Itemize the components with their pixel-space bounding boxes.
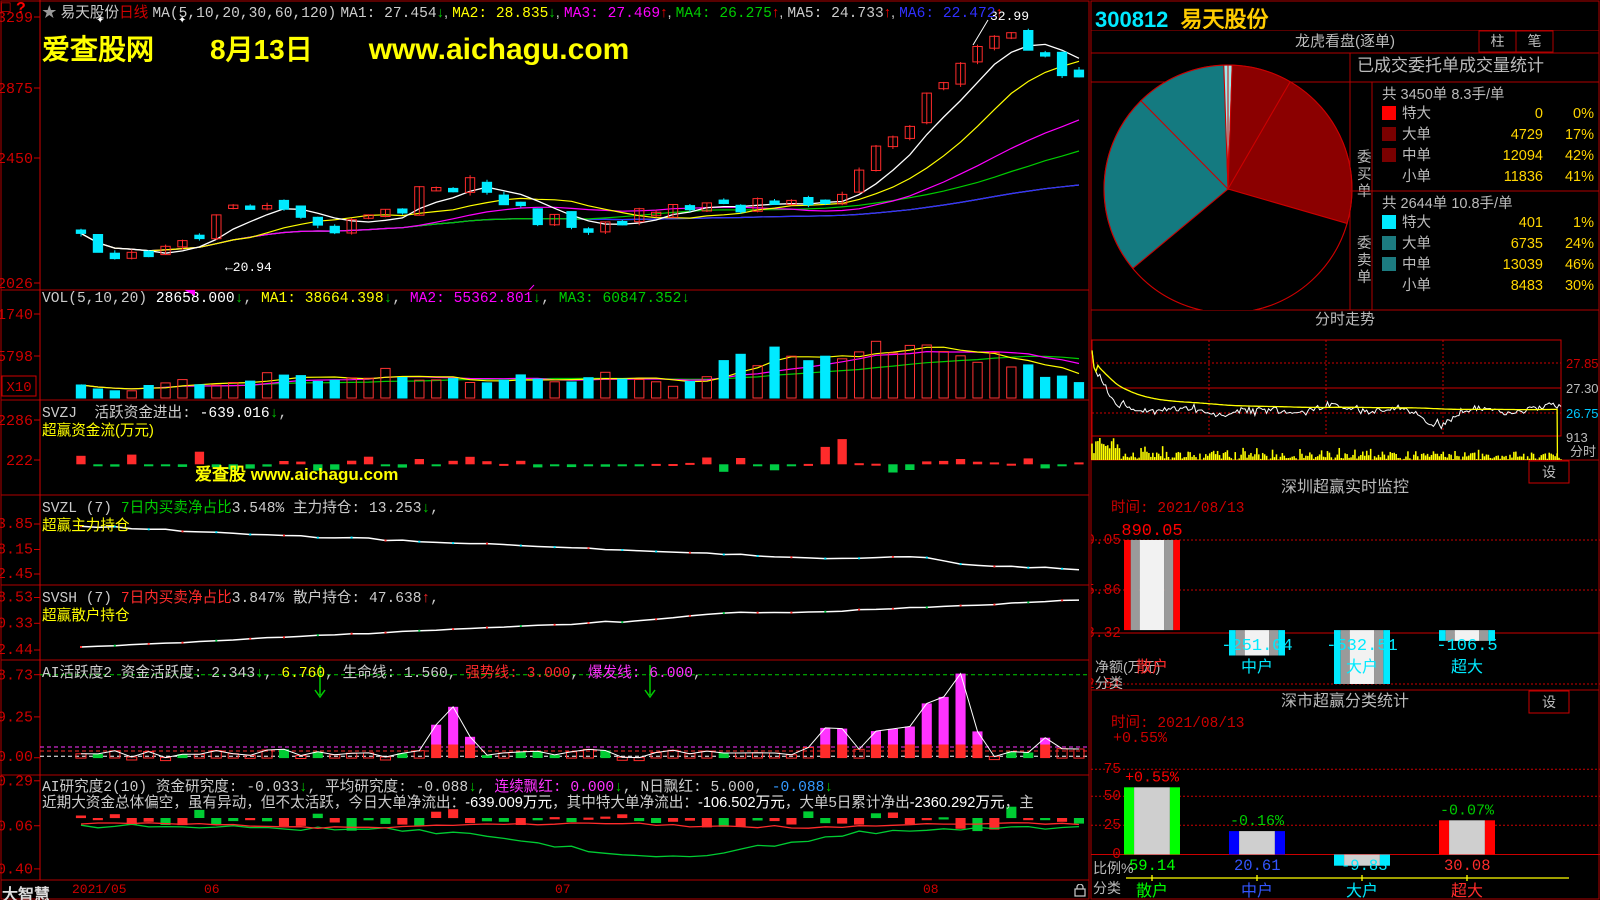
svg-text:+0.55%: +0.55% <box>1125 769 1180 786</box>
svg-text:分时: 分时 <box>1570 444 1596 459</box>
svg-text:委: 委 <box>1357 149 1372 166</box>
svg-text:25: 25 <box>1104 818 1121 834</box>
svg-text:59.14: 59.14 <box>1129 857 1176 875</box>
svg-text:大户: 大户 <box>1346 882 1378 900</box>
svg-text:-532.51: -532.51 <box>1326 637 1397 656</box>
svg-text:卖: 卖 <box>1357 252 1372 269</box>
svg-text:已成交委托单成交量统计: 已成交委托单成交量统计 <box>1357 56 1544 75</box>
svg-text:散户: 散户 <box>1136 882 1168 900</box>
svg-text:共 2644单 10.8手/单: 共 2644单 10.8手/单 <box>1382 195 1513 212</box>
svg-text:6735: 6735 <box>1511 236 1543 252</box>
svg-text:中单: 中单 <box>1402 256 1431 273</box>
svg-text:11836: 11836 <box>1504 169 1543 185</box>
svg-text:222: 222 <box>6 453 33 470</box>
svg-text:46%: 46% <box>1565 257 1594 273</box>
svg-text:40.33: 40.33 <box>0 615 33 632</box>
svg-text:-106.5: -106.5 <box>1436 637 1497 656</box>
svg-text:50: 50 <box>1104 789 1121 805</box>
svg-text:27.30: 27.30 <box>1566 381 1599 396</box>
svg-text:深市超赢分类统计: 深市超赢分类统计 <box>1281 692 1409 710</box>
svg-text:75: 75 <box>1104 762 1121 778</box>
svg-text:48.53: 48.53 <box>0 590 33 607</box>
svg-text:深圳超赢实时监控: 深圳超赢实时监控 <box>1281 478 1409 496</box>
svg-text:26.75: 26.75 <box>1566 406 1599 421</box>
svg-text:-0.06: -0.06 <box>0 818 33 835</box>
svg-text:11740: 11740 <box>0 307 33 324</box>
svg-text:设: 设 <box>1542 464 1556 480</box>
svg-text:5798: 5798 <box>0 349 33 366</box>
svg-text:9.25: 9.25 <box>0 710 33 727</box>
svg-text:共 3450单 8.3手/单: 共 3450单 8.3手/单 <box>1382 86 1505 103</box>
svg-text:特大: 特大 <box>1402 105 1431 122</box>
svg-text:设: 设 <box>1542 694 1556 710</box>
svg-text:-0.07%: -0.07% <box>1440 802 1495 819</box>
svg-text:←20.94: ←20.94 <box>225 260 272 275</box>
svg-text:柱: 柱 <box>1491 33 1505 49</box>
svg-text:13039: 13039 <box>1503 257 1543 273</box>
svg-text:20.61: 20.61 <box>1234 857 1281 875</box>
svg-text:0.29: 0.29 <box>0 775 33 790</box>
svg-text:X10: X10 <box>6 380 31 396</box>
svg-text:2026: 2026 <box>0 276 33 290</box>
svg-text:超大: 超大 <box>1451 658 1483 676</box>
svg-text:18.73: 18.73 <box>0 668 33 685</box>
svg-text:401: 401 <box>1519 215 1543 231</box>
svg-text:小单: 小单 <box>1402 277 1431 294</box>
svg-text:17%: 17% <box>1565 127 1594 143</box>
svg-text:12094: 12094 <box>1503 148 1543 164</box>
svg-text:42%: 42% <box>1565 148 1594 164</box>
svg-text:41%: 41% <box>1565 169 1594 185</box>
svg-text:大单: 大单 <box>1402 235 1431 252</box>
svg-text:415.86: 415.86 <box>1091 583 1121 599</box>
svg-text:买: 买 <box>1357 166 1372 183</box>
svg-text:24%: 24% <box>1565 236 1594 252</box>
svg-text:27.85: 27.85 <box>1566 356 1599 371</box>
svg-text:18.15: 18.15 <box>0 542 33 559</box>
svg-text:890.05: 890.05 <box>1121 522 1182 541</box>
svg-text:时间: 2021/08/13: 时间: 2021/08/13 <box>1111 499 1244 517</box>
svg-text:0.00: 0.00 <box>0 749 33 766</box>
svg-text:分类: 分类 <box>1093 880 1121 896</box>
svg-text:2286: 2286 <box>0 413 33 430</box>
svg-text:30.08: 30.08 <box>1444 857 1491 875</box>
svg-text:分时走势: 分时走势 <box>1315 311 1375 328</box>
svg-text:32.44: 32.44 <box>0 642 33 659</box>
svg-text:中户: 中户 <box>1241 882 1273 900</box>
svg-text:笔: 笔 <box>1528 33 1542 49</box>
svg-text:单: 单 <box>1357 269 1372 286</box>
svg-text:-0.16%: -0.16% <box>1230 813 1285 830</box>
svg-text:超大: 超大 <box>1451 882 1483 900</box>
svg-text:+0.55%: +0.55% <box>1113 730 1168 747</box>
svg-text:1%: 1% <box>1573 215 1594 231</box>
svg-text:913: 913 <box>1566 430 1588 445</box>
svg-text:大单: 大单 <box>1402 126 1431 143</box>
svg-text:2450: 2450 <box>0 151 33 168</box>
svg-text:龙虎看盘(逐单): 龙虎看盘(逐单) <box>1295 32 1395 50</box>
svg-text:-251.04: -251.04 <box>1221 637 1292 656</box>
svg-text:委: 委 <box>1357 235 1372 252</box>
svg-text:0: 0 <box>1535 106 1543 122</box>
svg-text:中户: 中户 <box>1241 658 1273 676</box>
svg-text:8483: 8483 <box>1511 278 1543 294</box>
svg-text:比例%: 比例% <box>1093 860 1133 876</box>
svg-text:特大: 特大 <box>1402 214 1431 231</box>
svg-text:散户: 散户 <box>1136 658 1168 676</box>
svg-text:4729: 4729 <box>1511 127 1543 143</box>
svg-text:890.05: 890.05 <box>1091 533 1121 549</box>
svg-text:0%: 0% <box>1573 106 1594 122</box>
svg-text:23.85: 23.85 <box>0 516 33 533</box>
svg-text:-58.32: -58.32 <box>1091 626 1121 642</box>
svg-text:-9.83: -9.83 <box>1341 857 1388 875</box>
svg-text:大户: 大户 <box>1346 658 1378 676</box>
svg-text:中单: 中单 <box>1402 147 1431 164</box>
svg-text:小单: 小单 <box>1402 168 1431 185</box>
svg-text:分类: 分类 <box>1095 675 1123 690</box>
svg-text:-0.40: -0.40 <box>0 861 33 878</box>
svg-text:30%: 30% <box>1565 278 1594 294</box>
svg-text:12.45: 12.45 <box>0 566 33 583</box>
svg-text:2875: 2875 <box>0 81 33 98</box>
